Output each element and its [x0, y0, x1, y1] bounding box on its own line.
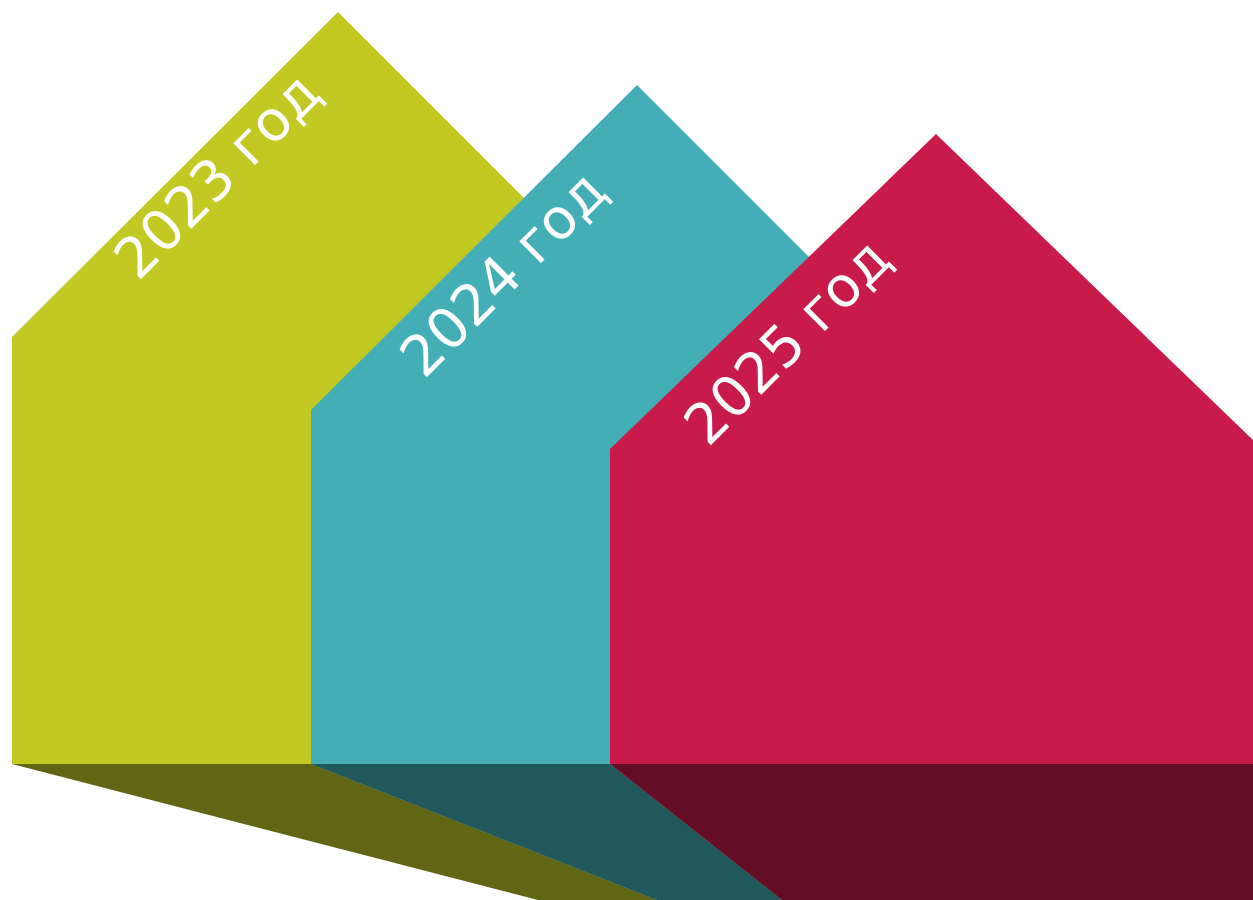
house-2023-shadow — [12, 764, 657, 900]
house-2025-face — [610, 134, 1253, 764]
house-2025-shadow — [610, 764, 1253, 900]
house-2025 — [610, 134, 1253, 900]
house-2024-shadow — [311, 764, 782, 900]
